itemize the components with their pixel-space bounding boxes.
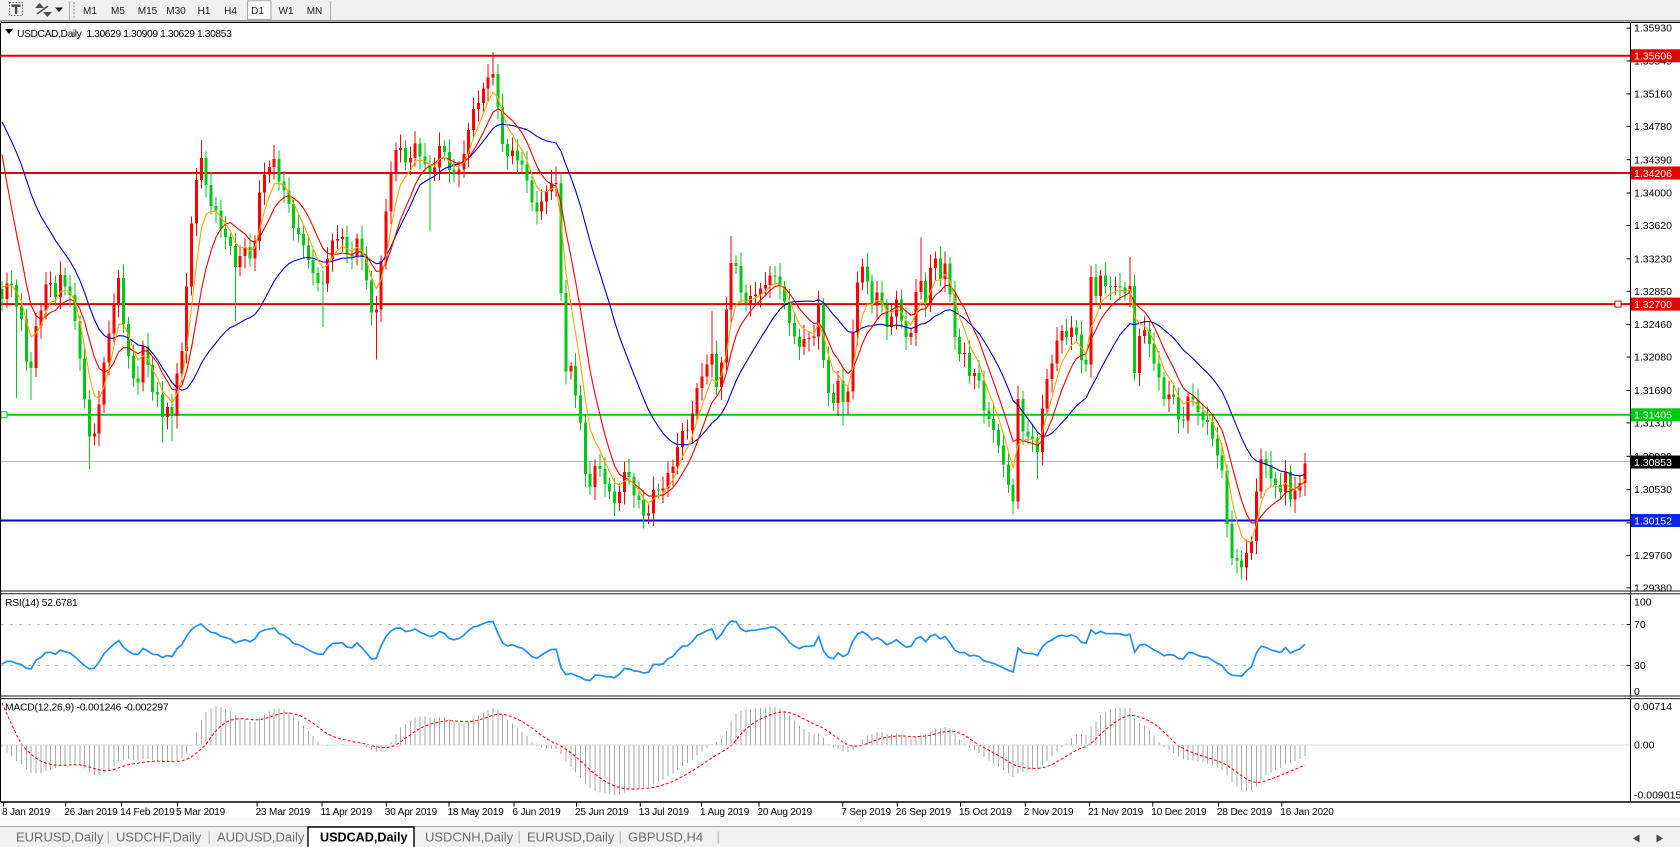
svg-text:1.32850: 1.32850: [1634, 286, 1672, 298]
svg-text:13 Jul 2019: 13 Jul 2019: [639, 807, 690, 818]
svg-text:30 Apr 2019: 30 Apr 2019: [385, 807, 438, 818]
svg-text:M30: M30: [166, 6, 186, 17]
svg-text:1.30853: 1.30853: [1634, 457, 1672, 469]
svg-text:|: |: [107, 829, 110, 844]
svg-text:H1: H1: [198, 6, 211, 17]
svg-text:1.35930: 1.35930: [1634, 23, 1672, 35]
svg-text:8 Jan 2019: 8 Jan 2019: [2, 807, 51, 818]
svg-text:AUDUSD,Daily: AUDUSD,Daily: [217, 830, 305, 845]
svg-text:1.34390: 1.34390: [1634, 154, 1672, 166]
svg-text:26 Jan 2019: 26 Jan 2019: [64, 807, 118, 818]
svg-text:15 Oct 2019: 15 Oct 2019: [959, 807, 1012, 818]
svg-text:25 Jun 2019: 25 Jun 2019: [575, 807, 629, 818]
svg-text:1.32460: 1.32460: [1634, 319, 1672, 331]
svg-text:USDCAD,Daily 1.30629 1.30909: USDCAD,Daily 1.30629 1.30909 1.30629 1.3…: [17, 29, 232, 40]
svg-text:M15: M15: [138, 6, 158, 17]
svg-text:20 Aug 2019: 20 Aug 2019: [758, 807, 813, 818]
svg-text:0.00: 0.00: [1634, 740, 1655, 752]
svg-text:11 Apr 2019: 11 Apr 2019: [321, 807, 373, 818]
svg-text:23 Mar 2019: 23 Mar 2019: [256, 807, 311, 818]
svg-text:70: 70: [1634, 619, 1646, 631]
svg-text:2 Nov 2019: 2 Nov 2019: [1024, 807, 1074, 818]
svg-text:1.31690: 1.31690: [1634, 385, 1672, 397]
svg-text:14 Feb 2019: 14 Feb 2019: [120, 807, 175, 818]
svg-text:H4: H4: [224, 6, 237, 17]
svg-text:21 Nov 2019: 21 Nov 2019: [1088, 807, 1144, 818]
svg-text:1.34206: 1.34206: [1634, 168, 1672, 180]
svg-text:0.00714: 0.00714: [1634, 701, 1672, 713]
svg-text:10 Dec 2019: 10 Dec 2019: [1151, 807, 1207, 818]
svg-text:EURUSD,Daily: EURUSD,Daily: [16, 830, 104, 845]
svg-text:16 Jan 2020: 16 Jan 2020: [1280, 807, 1334, 818]
svg-text:1.35606: 1.35606: [1634, 51, 1672, 63]
svg-text:W1: W1: [279, 6, 294, 17]
svg-text:USDCHF,Daily: USDCHF,Daily: [116, 830, 202, 845]
svg-text:7 Sep 2019: 7 Sep 2019: [841, 807, 891, 818]
svg-text:EURUSD,Daily: EURUSD,Daily: [527, 830, 615, 845]
svg-text:1.33620: 1.33620: [1634, 220, 1672, 232]
svg-text:1.35160: 1.35160: [1634, 89, 1672, 101]
svg-text:D1: D1: [251, 6, 264, 17]
svg-text:|: |: [208, 829, 211, 844]
svg-text:1.32080: 1.32080: [1634, 352, 1672, 364]
svg-text:MACD(12,26,9) -0.001246 -0.002: MACD(12,26,9) -0.001246 -0.002297: [5, 703, 169, 714]
svg-text:18 May 2019: 18 May 2019: [448, 807, 505, 818]
svg-text:1.30152: 1.30152: [1634, 515, 1672, 527]
svg-text:1.33230: 1.33230: [1634, 253, 1672, 265]
svg-text:1.31405: 1.31405: [1634, 410, 1672, 422]
svg-text:28 Dec 2019: 28 Dec 2019: [1217, 807, 1273, 818]
svg-text:100: 100: [1634, 597, 1652, 609]
svg-text:M5: M5: [111, 6, 125, 17]
svg-text:0: 0: [1634, 686, 1640, 698]
svg-text:|: |: [717, 829, 720, 844]
svg-text:1.30530: 1.30530: [1634, 484, 1672, 496]
svg-text:|: |: [619, 829, 622, 844]
svg-text:MN: MN: [307, 6, 323, 17]
svg-text:USDCNH,Daily: USDCNH,Daily: [425, 830, 514, 845]
svg-text:1.34000: 1.34000: [1634, 188, 1672, 200]
svg-text:1.29380: 1.29380: [1634, 583, 1672, 595]
svg-text:1.34780: 1.34780: [1634, 121, 1672, 133]
svg-text:1.29760: 1.29760: [1634, 550, 1672, 562]
svg-text:USDCAD,Daily: USDCAD,Daily: [320, 831, 407, 845]
svg-text:GBPUSD,H4: GBPUSD,H4: [628, 830, 703, 845]
svg-text:5 Mar 2019: 5 Mar 2019: [176, 807, 226, 818]
svg-text:1.32700: 1.32700: [1634, 299, 1672, 311]
svg-text:1 Aug 2019: 1 Aug 2019: [700, 807, 750, 818]
svg-text:|: |: [518, 829, 521, 844]
svg-text:30: 30: [1634, 660, 1646, 672]
svg-text:6 Jun 2019: 6 Jun 2019: [513, 807, 562, 818]
svg-text:RSI(14) 52.6781: RSI(14) 52.6781: [5, 598, 78, 609]
svg-text:-0.009015: -0.009015: [1634, 790, 1680, 802]
svg-text:26 Sep 2019: 26 Sep 2019: [896, 807, 952, 818]
svg-text:M1: M1: [83, 6, 97, 17]
